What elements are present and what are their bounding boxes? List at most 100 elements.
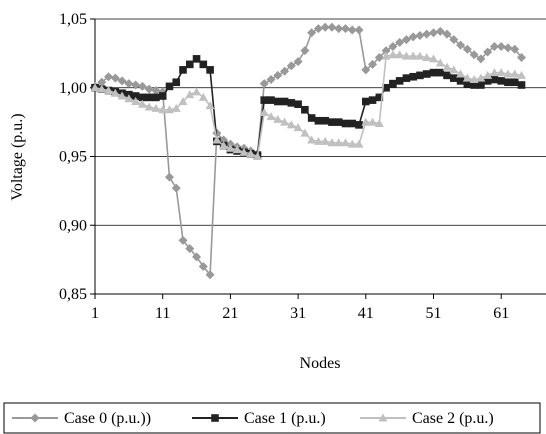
series-2 <box>90 50 527 160</box>
data-point <box>510 44 520 54</box>
data-point <box>131 92 140 100</box>
data-point <box>395 50 405 59</box>
data-point <box>179 66 187 74</box>
data-point <box>239 147 249 156</box>
data-point <box>165 82 174 91</box>
data-point <box>429 54 438 63</box>
y-axis-title: Voltage (p.u.) <box>9 113 26 200</box>
data-point <box>401 35 411 45</box>
data-point <box>375 93 384 102</box>
data-point <box>470 81 478 89</box>
data-point <box>422 29 432 39</box>
data-point <box>415 51 425 60</box>
data-point <box>158 105 168 114</box>
data-point <box>408 51 418 60</box>
data-point <box>199 60 208 69</box>
data-point <box>328 118 336 126</box>
data-point <box>449 35 459 45</box>
data-point <box>212 135 222 144</box>
y-tick-label: 0,85 <box>59 286 87 303</box>
legend-label: Case 0 (p.u.)) <box>64 410 151 427</box>
data-point <box>469 75 479 83</box>
legend-marker <box>211 414 219 422</box>
data-point <box>164 105 174 114</box>
data-point <box>320 22 330 32</box>
data-point <box>172 78 181 87</box>
data-point <box>313 24 323 34</box>
data-point <box>97 84 107 93</box>
data-point <box>368 96 377 104</box>
data-point <box>355 121 363 129</box>
data-point <box>483 70 493 79</box>
data-point <box>259 79 269 89</box>
data-point <box>374 53 384 62</box>
data-point <box>260 96 269 104</box>
legend-marker <box>30 413 40 423</box>
data-point <box>205 270 215 280</box>
data-point <box>517 70 527 79</box>
data-point <box>401 51 411 60</box>
data-point <box>389 79 397 88</box>
data-point <box>462 44 472 54</box>
data-point <box>361 65 371 75</box>
data-point <box>219 141 229 149</box>
data-point <box>327 138 337 147</box>
data-point <box>469 50 479 60</box>
data-point <box>503 69 513 78</box>
data-point <box>340 138 350 147</box>
data-point <box>456 77 465 85</box>
data-point <box>124 79 134 89</box>
data-point <box>301 105 309 114</box>
data-point <box>327 22 337 32</box>
data-point <box>198 92 208 101</box>
data-point <box>171 183 181 193</box>
data-point <box>314 116 323 125</box>
data-point <box>334 118 343 126</box>
data-point <box>185 60 194 69</box>
data-point <box>185 244 195 254</box>
data-point <box>198 262 208 271</box>
data-point <box>273 97 282 106</box>
x-tick-label: 51 <box>426 305 442 322</box>
data-point <box>477 81 485 89</box>
data-point <box>382 83 390 92</box>
data-point <box>510 78 519 87</box>
data-point <box>124 94 134 103</box>
y-tick-label: 1,00 <box>59 80 87 97</box>
data-point <box>225 143 235 152</box>
data-point <box>517 81 526 89</box>
data-point <box>361 117 371 126</box>
data-point <box>443 71 451 80</box>
data-point <box>164 172 174 182</box>
data-point <box>280 117 290 126</box>
data-point <box>442 62 452 71</box>
data-point <box>171 103 181 112</box>
data-point <box>300 46 310 56</box>
x-tick-label: 11 <box>155 305 170 322</box>
data-point <box>435 58 445 67</box>
series-0 <box>90 22 527 280</box>
data-point <box>320 136 330 145</box>
data-point <box>388 42 398 51</box>
data-point <box>145 93 153 102</box>
legend-label: Case 1 (p.u.) <box>244 410 326 427</box>
x-tick-label: 21 <box>222 305 238 322</box>
data-point <box>294 100 302 109</box>
y-tick-label: 1,05 <box>59 11 87 28</box>
data-point <box>476 54 486 64</box>
data-point <box>137 81 147 91</box>
data-point <box>354 25 364 35</box>
data-point <box>131 97 141 105</box>
data-point <box>206 66 214 74</box>
data-point <box>381 51 391 60</box>
x-axis-title: Nodes <box>300 355 341 372</box>
data-point <box>395 77 404 85</box>
data-point <box>348 119 357 128</box>
legend-entry: Case 1 (p.u.) <box>192 410 326 427</box>
data-point <box>151 103 161 112</box>
data-point <box>402 74 411 82</box>
data-point <box>456 40 466 50</box>
data-point <box>436 68 445 77</box>
data-point <box>97 77 107 87</box>
